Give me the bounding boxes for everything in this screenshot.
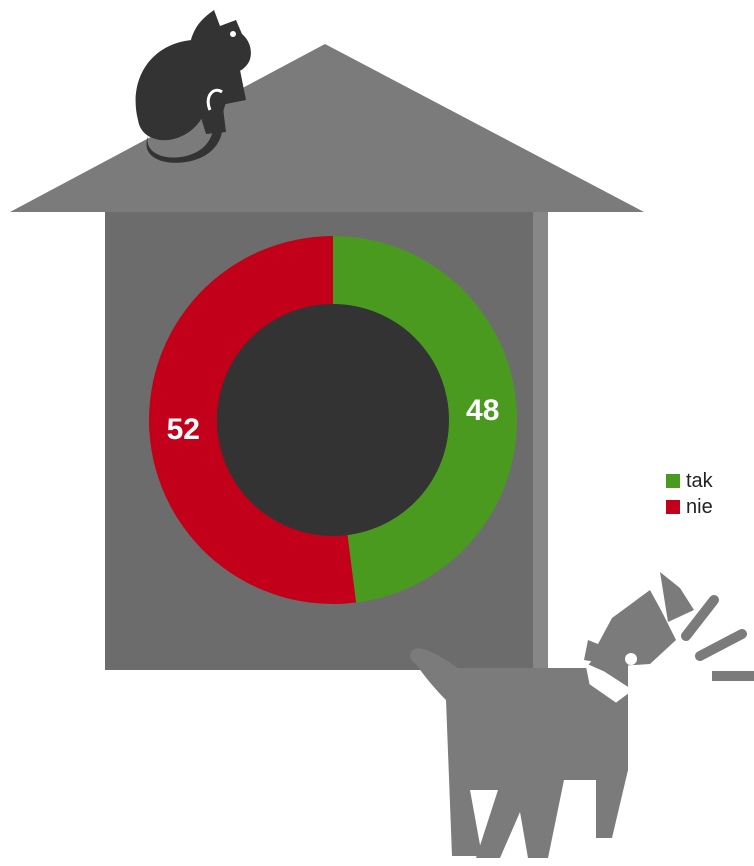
legend-item-nie: nie <box>666 494 713 520</box>
legend-item-tak: tak <box>666 468 713 494</box>
dog-icon <box>410 572 754 858</box>
chart-legend: tak nie <box>666 468 713 520</box>
cat-icon <box>135 10 251 163</box>
data-label-nie: 52 <box>167 413 200 446</box>
data-label-tak: 48 <box>466 394 499 427</box>
legend-swatch-nie <box>666 500 680 514</box>
legend-label-nie: nie <box>686 495 713 518</box>
house-roof <box>10 44 644 212</box>
donut-hole <box>217 304 449 536</box>
legend-label-tak: tak <box>686 469 713 492</box>
donut-chart: 48 52 <box>149 235 518 604</box>
legend-swatch-tak <box>666 474 680 488</box>
